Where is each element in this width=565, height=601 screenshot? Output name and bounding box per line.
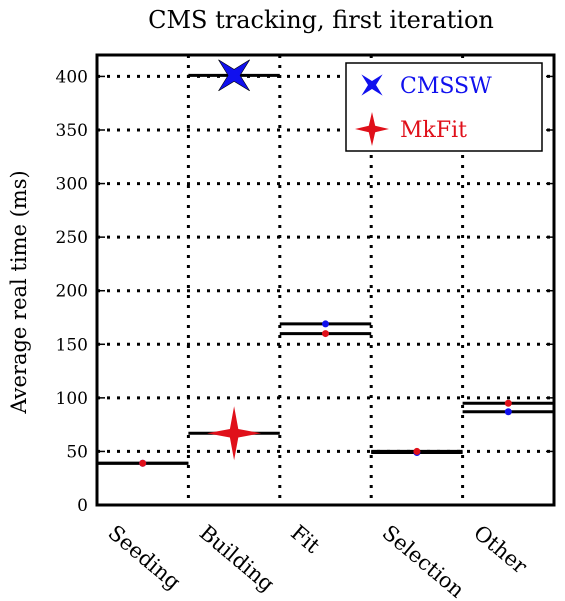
y-tick-label: 100 [56,389,88,409]
y-tick-label: 200 [56,282,88,302]
y-axis-label: Average real time (ms) [7,170,31,414]
x-tick-label: Building [195,520,279,596]
y-tick-label: 50 [66,442,88,462]
legend-marker [355,112,389,146]
data-point [504,408,512,416]
y-tick-label: 0 [77,496,88,516]
data-point [322,320,329,328]
y-tick-label: 300 [56,175,88,195]
data-point [207,406,262,461]
data-point [504,399,512,407]
x-tick-label: Selection [378,520,469,601]
y-tick-label: 350 [56,121,88,141]
data-point [322,330,329,338]
data-point [413,447,421,455]
legend-label: CMSSW [400,74,492,99]
legend: CMSSW MkFit [345,62,543,152]
y-tick-label: 250 [56,228,88,248]
data-point [218,59,250,92]
x-tick-label: Other [469,520,532,579]
x-tick-label: Fit [286,520,325,558]
plot-frame [95,53,556,507]
x-tick-label: Seeding [103,520,185,594]
legend-label: MkFit [400,118,467,143]
data-point [139,459,147,467]
y-tick-label: 150 [56,335,88,355]
data-marks [97,59,554,467]
y-tick-label: 400 [56,67,88,87]
chart-title: CMS tracking, first iteration [148,6,494,34]
legend-marker [361,74,383,96]
